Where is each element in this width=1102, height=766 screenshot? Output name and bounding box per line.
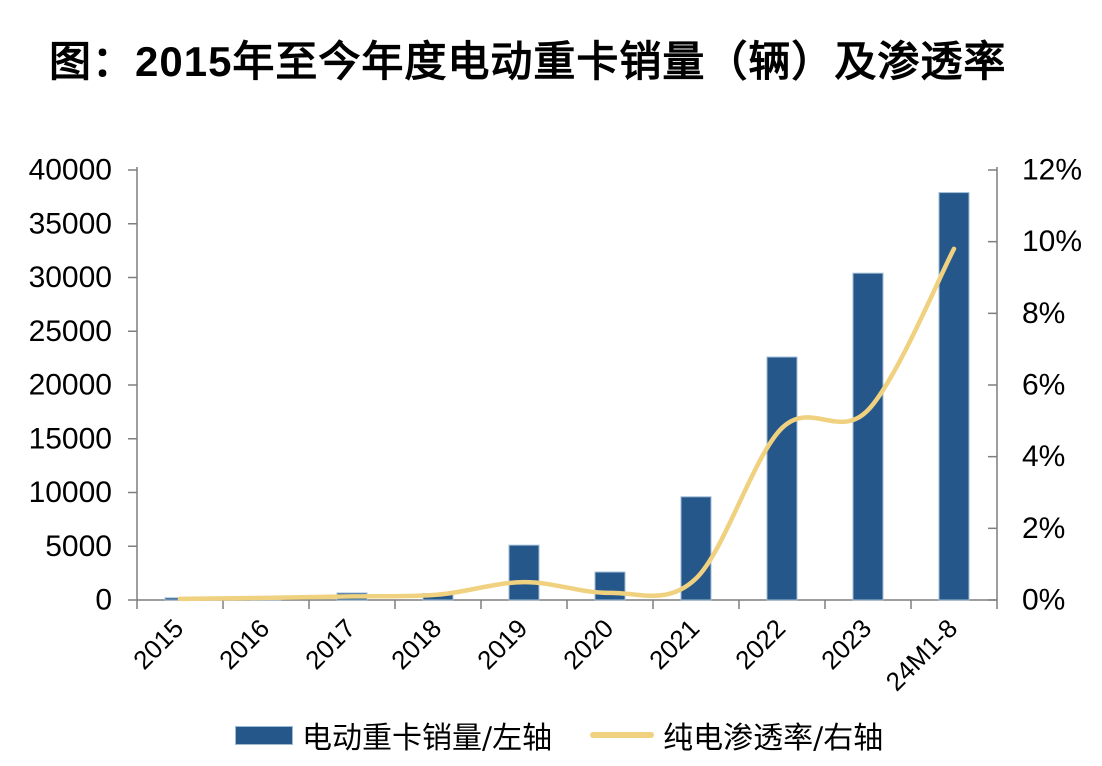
right-axis-label: 12% bbox=[1022, 154, 1082, 187]
x-axis-label: 2021 bbox=[643, 613, 705, 675]
left-axis-label: 5000 bbox=[45, 530, 112, 563]
chart-title: 图：2015年至今年度电动重卡销量（辆）及渗透率 bbox=[49, 38, 1007, 85]
legend-label-sales: 电动重卡销量/左轴 bbox=[302, 721, 553, 756]
right-axis-label: 2% bbox=[1022, 512, 1065, 545]
x-axis-label: 24M1-8 bbox=[880, 613, 964, 697]
right-axis-label: 10% bbox=[1022, 225, 1082, 258]
left-axis-label: 0 bbox=[95, 584, 112, 617]
left-axis-label: 30000 bbox=[29, 261, 112, 294]
left-axis-label: 35000 bbox=[29, 207, 112, 240]
bar-series-swatch-icon bbox=[235, 725, 293, 745]
legend-item-penetration: 纯电渗透率/右轴 bbox=[590, 713, 883, 757]
legend-label-penetration: 纯电渗透率/右轴 bbox=[663, 721, 884, 756]
penetration-line bbox=[177, 246, 957, 602]
left-axis-label: 40000 bbox=[29, 154, 112, 187]
bar-24M1-8 bbox=[938, 192, 970, 601]
bar-2020 bbox=[594, 571, 626, 601]
x-axis-label: 2017 bbox=[299, 613, 361, 675]
right-axis-label: 6% bbox=[1022, 369, 1065, 402]
legend: 电动重卡销量/左轴 纯电渗透率/右轴 bbox=[235, 712, 883, 758]
x-axis-label: 2018 bbox=[385, 613, 447, 675]
right-axis-label: 4% bbox=[1022, 440, 1065, 473]
x-axis-label: 2019 bbox=[471, 613, 533, 675]
legend-item-sales: 电动重卡销量/左轴 bbox=[235, 713, 552, 757]
line-series-swatch-icon bbox=[590, 732, 655, 738]
x-axis-label: 2016 bbox=[213, 613, 275, 675]
x-axis-label: 2015 bbox=[127, 613, 189, 675]
bar-2019 bbox=[508, 544, 540, 601]
bar-2021 bbox=[680, 496, 712, 601]
x-axis-label: 2023 bbox=[815, 613, 877, 675]
right-axis-label: 0% bbox=[1022, 584, 1065, 617]
left-axis-label: 15000 bbox=[29, 422, 112, 455]
x-axis-label: 2020 bbox=[557, 613, 619, 675]
bar-2023 bbox=[852, 272, 884, 601]
x-axis-label: 2022 bbox=[729, 613, 791, 675]
left-axis-label: 25000 bbox=[29, 315, 112, 348]
bar-2022 bbox=[766, 356, 798, 601]
left-axis-label: 10000 bbox=[29, 476, 112, 509]
left-axis-label: 20000 bbox=[29, 369, 112, 402]
right-axis-label: 8% bbox=[1022, 297, 1065, 330]
